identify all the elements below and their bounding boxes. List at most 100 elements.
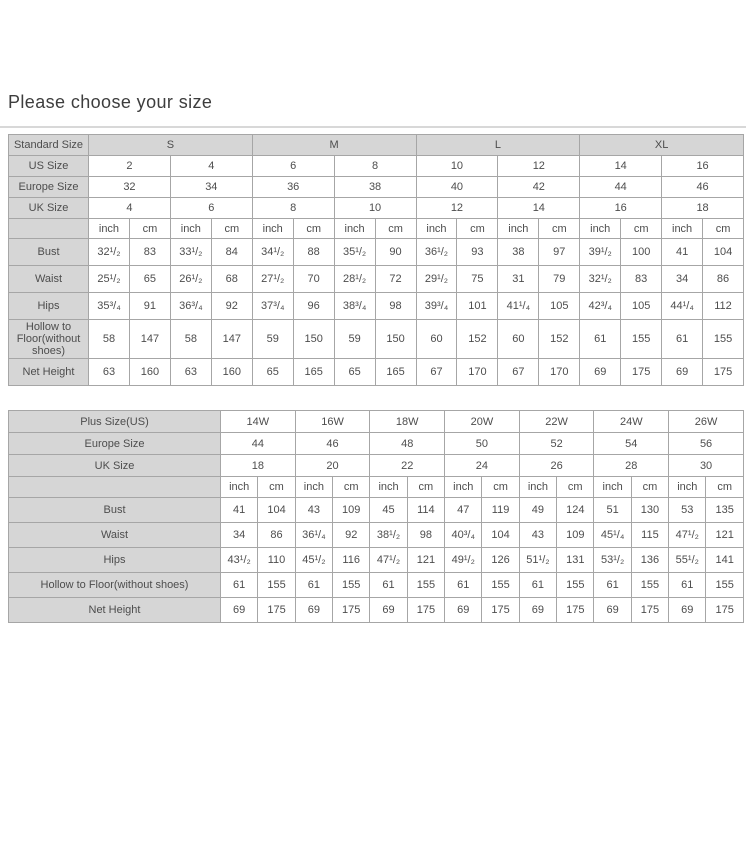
measurement-cell: 69	[294, 597, 334, 623]
table-row: UK Size 18 20 22 24 26 28 30	[8, 454, 744, 477]
unit-cell: inch	[593, 476, 632, 498]
measurement-cell: 36³/₄	[169, 292, 212, 320]
measurement-cell: 155	[481, 572, 520, 598]
size-cell: 6	[169, 197, 253, 219]
measurement-cell: 61	[444, 572, 483, 598]
row-label: Europe Size	[8, 176, 89, 198]
unit-cell: cm	[705, 476, 744, 498]
size-cell: 24W	[593, 410, 670, 433]
unit-cell: inch	[169, 218, 212, 239]
row-label: US Size	[8, 155, 89, 177]
table-row: Waist 25¹/₂ 65 26¹/₂ 68 27¹/₂ 70 28¹/₂ 72 29¹/₂ 75…	[8, 265, 744, 293]
measurement-cell: 34¹/₂	[251, 238, 294, 266]
size-cell: 16W	[294, 410, 371, 433]
size-cell: 14	[579, 155, 663, 177]
measurement-cell: 65	[251, 358, 294, 386]
measurement-cell: 67	[415, 358, 458, 386]
measurement-cell: 175	[630, 597, 670, 623]
measurement-cell: 165	[374, 358, 417, 386]
measurement-cell: 104	[257, 497, 296, 523]
measurement-cell: 98	[374, 292, 417, 320]
measurement-cell: 69	[518, 597, 558, 623]
measurement-cell: 32¹/₂	[88, 238, 130, 266]
table-row: Bust 32¹/₂ 83 33¹/₂ 84 34¹/₂ 88 35¹/₂ 90 36¹/₂ 93 3…	[8, 238, 744, 266]
table-row: Waist 34 86 36¹/₄ 92 38¹/₂ 98 40³/₄ 104 43 109 45¹/…	[8, 522, 744, 548]
measurement-cell: 175	[257, 597, 296, 623]
row-label: Bust	[8, 497, 221, 523]
measurement-cell: 121	[406, 547, 446, 573]
measurement-cell: 175	[406, 597, 446, 623]
measurement-cell: 36¹/₂	[415, 238, 458, 266]
measurement-cell: 60	[415, 319, 458, 359]
measurement-cell: 45	[369, 497, 408, 523]
measurement-cell: 104	[702, 238, 744, 266]
measurement-cell: 124	[556, 497, 595, 523]
measurement-cell: 31	[497, 265, 540, 293]
measurement-cell: 38	[497, 238, 540, 266]
size-cell: 16	[579, 197, 663, 219]
measurement-cell: 152	[538, 319, 581, 359]
size-cell: 26	[518, 454, 595, 477]
measurement-cell: 41¹/₄	[497, 292, 540, 320]
size-cell: 46	[661, 176, 744, 198]
measurement-cell: 47¹/₂	[668, 522, 707, 548]
unit-cell: cm	[210, 218, 253, 239]
unit-cell: cm	[556, 476, 595, 498]
measurement-cell: 47	[444, 497, 483, 523]
unit-cell: cm	[374, 218, 417, 239]
measurement-cell: 68	[210, 265, 253, 293]
measurement-cell: 61	[219, 572, 259, 598]
measurement-cell: 33¹/₂	[169, 238, 212, 266]
measurement-cell: 109	[556, 522, 595, 548]
row-label: Waist	[8, 522, 221, 548]
measurement-cell: 45¹/₂	[294, 547, 334, 573]
measurement-cell: 155	[630, 572, 670, 598]
measurement-cell: 97	[538, 238, 581, 266]
unit-cell: inch	[444, 476, 483, 498]
measurement-cell: 155	[620, 319, 663, 359]
measurement-cell: 175	[481, 597, 520, 623]
size-cell: 48	[369, 432, 446, 455]
unit-cell: cm	[406, 476, 446, 498]
measurement-cell: 141	[705, 547, 744, 573]
measurement-cell: 90	[374, 238, 417, 266]
unit-cell: inch	[369, 476, 408, 498]
measurement-cell: 51¹/₂	[518, 547, 558, 573]
measurement-cell: 98	[406, 522, 446, 548]
measurement-cell: 37³/₄	[251, 292, 294, 320]
measurement-cell: 41	[661, 238, 704, 266]
measurement-cell: 152	[456, 319, 499, 359]
row-label: Hollow to Floor(without shoes)	[8, 572, 221, 598]
measurement-cell: 35³/₄	[88, 292, 130, 320]
unit-cell: cm	[702, 218, 744, 239]
unit-cell: inch	[497, 218, 540, 239]
measurement-cell: 86	[702, 265, 744, 293]
measurement-cell: 150	[374, 319, 417, 359]
size-cell: 42	[497, 176, 581, 198]
measurement-cell: 51	[593, 497, 632, 523]
measurement-cell: 43¹/₂	[219, 547, 259, 573]
measurement-cell: 42³/₄	[579, 292, 622, 320]
size-cell: 44	[220, 432, 296, 455]
size-cell: 8	[251, 197, 335, 219]
measurement-cell: 110	[257, 547, 296, 573]
size-cell: 26W	[668, 410, 744, 433]
measurement-cell: 61	[294, 572, 334, 598]
unit-cell: inch	[661, 218, 704, 239]
size-cell: 46	[294, 432, 371, 455]
table-row: Europe Size 32 34 36 38 40 42 44 46	[8, 176, 744, 198]
page-title: Please choose your size	[8, 92, 213, 112]
unit-row-label	[8, 476, 221, 498]
measurement-cell: 160	[128, 358, 171, 386]
measurement-cell: 61	[593, 572, 632, 598]
measurement-cell: 79	[538, 265, 581, 293]
measurement-cell: 170	[538, 358, 581, 386]
size-cell: 14W	[220, 410, 296, 433]
measurement-cell: 96	[292, 292, 335, 320]
unit-cell: cm	[630, 476, 670, 498]
measurement-cell: 39³/₄	[415, 292, 458, 320]
size-cell: 10	[415, 155, 499, 177]
measurement-cell: 47¹/₂	[369, 547, 408, 573]
measurement-cell: 155	[406, 572, 446, 598]
unit-cell: inch	[518, 476, 558, 498]
